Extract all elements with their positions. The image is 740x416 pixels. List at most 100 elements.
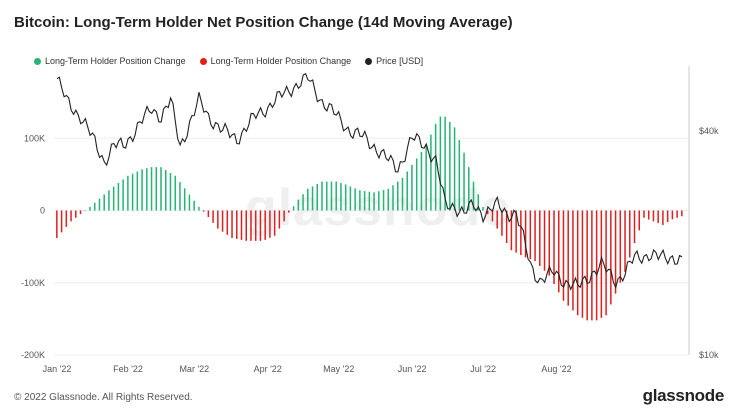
bar [529, 210, 532, 260]
x-tick-label: Aug '22 [541, 364, 571, 374]
bar [179, 182, 181, 211]
y-tick-label: 0 [40, 206, 45, 216]
bar [245, 210, 247, 241]
bar [643, 210, 645, 218]
bar [217, 210, 219, 229]
legend-label-negative: Long-Term Holder Position Change [210, 56, 352, 66]
bar [103, 194, 105, 211]
bar [212, 210, 214, 223]
bar [240, 210, 243, 240]
y-tick-label: -100K [21, 278, 45, 288]
bar [335, 181, 337, 211]
legend-label-positive: Long-Term Holder Position Change [45, 56, 186, 66]
bar [273, 210, 276, 236]
bar [198, 206, 200, 211]
bar [136, 171, 139, 211]
legend-item-negative[interactable]: Long-Term Holder Position Change [199, 56, 352, 66]
bar [359, 190, 361, 211]
copyright-text: © 2022 Glassnode. All Rights Reserved. [14, 392, 193, 403]
bar [75, 210, 77, 218]
bar [56, 210, 58, 238]
bar [269, 210, 271, 238]
bar [259, 210, 262, 241]
bar [302, 194, 304, 211]
bar [368, 191, 371, 211]
bar [647, 210, 650, 220]
bar [311, 186, 314, 211]
bar [472, 181, 475, 211]
bar [491, 210, 494, 222]
legend-dot-negative [199, 57, 207, 65]
bar [264, 210, 266, 240]
legend-label-price: Price [USD] [376, 56, 424, 66]
bar [458, 140, 461, 211]
bar [221, 210, 224, 232]
bar [165, 170, 167, 211]
bar [501, 210, 503, 236]
x-tick-label: Mar '22 [179, 364, 209, 374]
bar [283, 210, 285, 222]
bar [633, 210, 636, 244]
bar [543, 210, 546, 271]
bar [378, 191, 380, 211]
x-tick-label: May '22 [323, 364, 354, 374]
bar [325, 181, 328, 211]
bar [344, 184, 347, 211]
bar [482, 206, 484, 211]
price-line [56, 72, 683, 291]
bar [254, 210, 257, 241]
bar [449, 121, 451, 211]
brand-logo: glassnode [642, 386, 725, 405]
bar [122, 179, 124, 211]
bar [382, 190, 385, 211]
bar [340, 183, 342, 211]
bar [624, 210, 626, 272]
bar [146, 168, 148, 211]
bar [131, 173, 134, 211]
bar [676, 210, 678, 218]
bar [524, 210, 527, 258]
bar [681, 210, 683, 217]
bar [141, 169, 143, 211]
bar [174, 175, 176, 211]
bar [183, 188, 186, 211]
bar [397, 181, 399, 211]
bar [505, 210, 508, 244]
bar [595, 210, 598, 321]
x-tick-label: Jan '22 [43, 364, 72, 374]
legend-item-price[interactable]: Price [USD] [365, 56, 423, 66]
bar [349, 186, 352, 211]
bar [373, 192, 375, 211]
bar [330, 181, 333, 211]
bar [207, 210, 210, 218]
bar [425, 145, 427, 211]
bar [160, 167, 162, 211]
legend-item-positive[interactable]: Long-Term Holder Position Change [34, 56, 186, 66]
bar [387, 188, 390, 211]
bar [510, 210, 513, 251]
legend-dot-price [365, 57, 373, 65]
bar [614, 210, 617, 294]
bar [188, 194, 191, 211]
bar [250, 210, 252, 241]
bar [112, 186, 115, 211]
bar [236, 210, 238, 239]
bar [84, 210, 87, 211]
x-tick-label: Jul '22 [470, 364, 496, 374]
bar-series [56, 116, 683, 321]
bar [591, 210, 593, 321]
bar [278, 210, 281, 229]
bar [93, 202, 96, 211]
bar [411, 164, 413, 211]
bar [60, 210, 63, 233]
bar [444, 116, 446, 211]
bar [354, 188, 356, 211]
bar [79, 210, 82, 215]
bar [127, 175, 129, 211]
bar [434, 123, 437, 211]
y-right-tick-label: $40k [699, 126, 719, 136]
bar [662, 210, 664, 225]
bar [548, 210, 551, 276]
bar [657, 210, 659, 224]
